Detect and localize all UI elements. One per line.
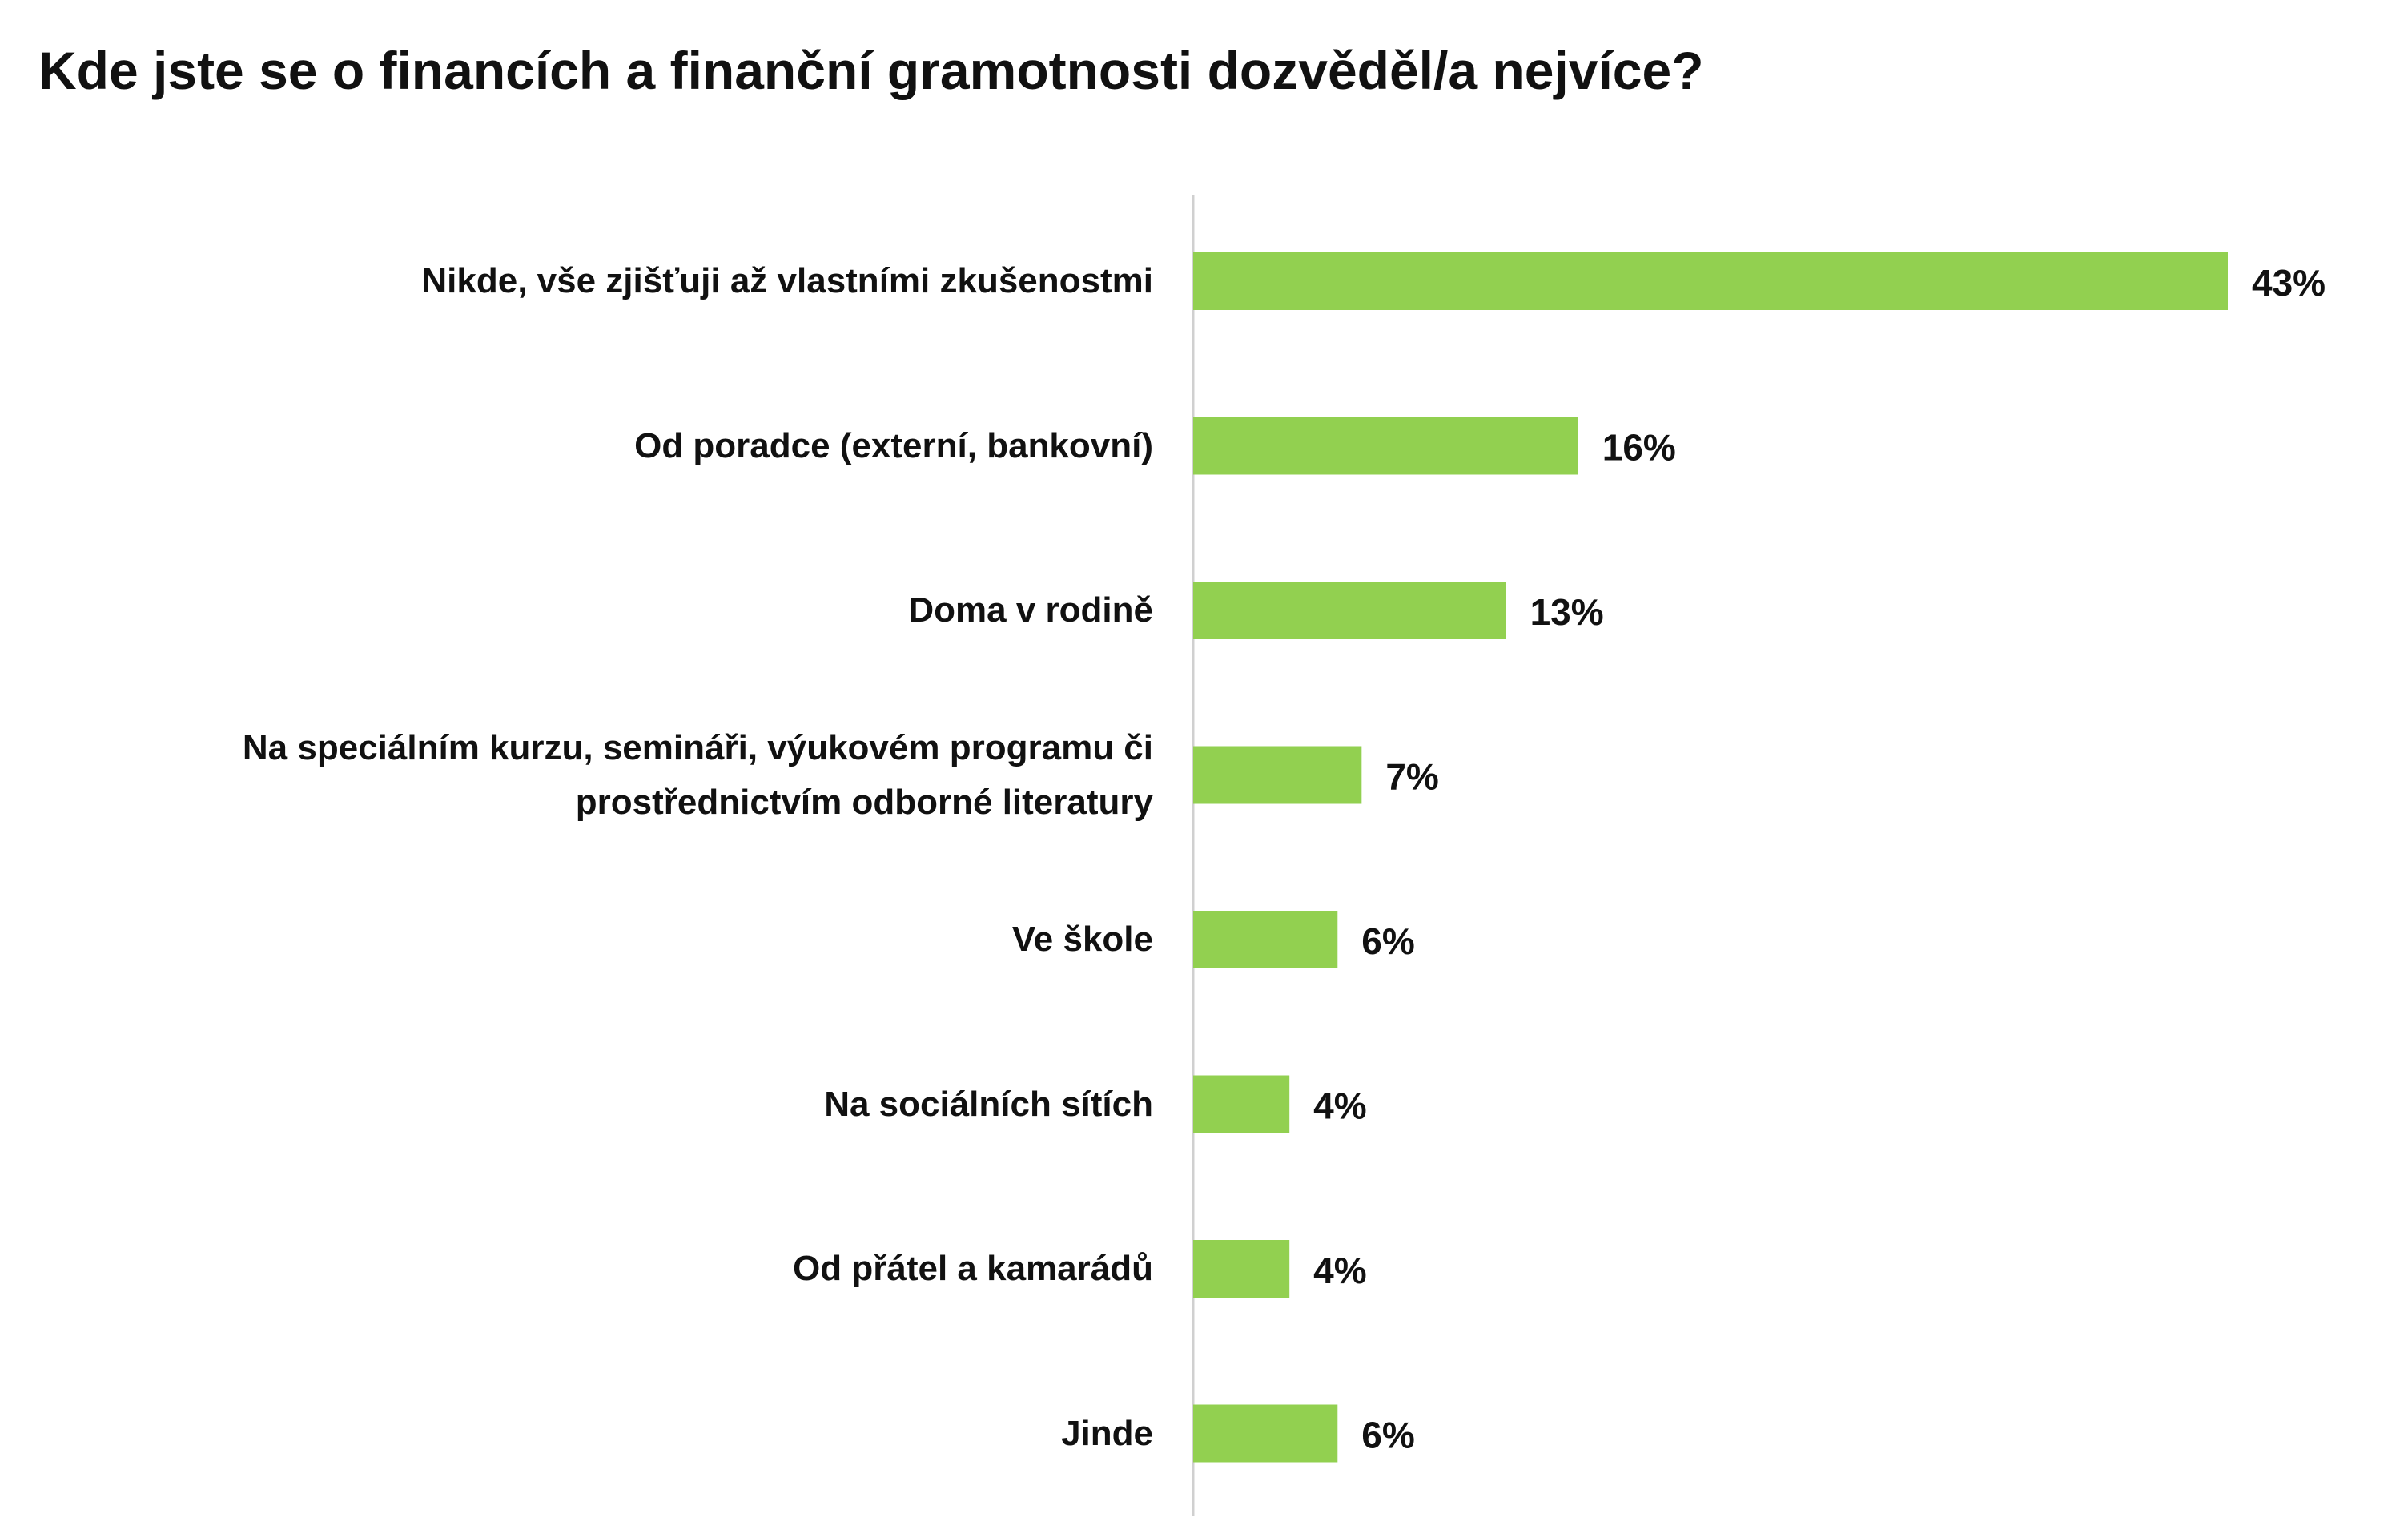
value-label: 4% bbox=[1313, 1085, 1366, 1127]
value-label: 6% bbox=[1361, 920, 1414, 962]
category-label: Na speciálním kurzu, semináři, výukovém … bbox=[242, 727, 1153, 822]
bar bbox=[1193, 252, 2228, 310]
value-label: 16% bbox=[1602, 427, 1676, 469]
bar bbox=[1193, 911, 1338, 968]
bar bbox=[1193, 1240, 1290, 1298]
bar bbox=[1193, 1404, 1338, 1463]
value-label: 6% bbox=[1361, 1415, 1414, 1456]
bar bbox=[1193, 582, 1506, 639]
bar bbox=[1193, 1075, 1290, 1133]
value-label: 7% bbox=[1385, 756, 1438, 798]
category-label: Ve škole bbox=[1011, 920, 1153, 959]
value-label: 43% bbox=[2252, 262, 2326, 304]
category-label: Od poradce (externí, bankovní) bbox=[634, 425, 1153, 465]
chart-title: Kde jste se o financích a finanční gramo… bbox=[38, 41, 1704, 100]
value-label: 4% bbox=[1313, 1250, 1366, 1291]
category-label: Jinde bbox=[1061, 1413, 1153, 1453]
category-label: Doma v rodině bbox=[908, 590, 1153, 630]
category-label: Od přátel a kamarádů bbox=[793, 1249, 1153, 1288]
value-label: 13% bbox=[1530, 591, 1604, 633]
category-label: Nikde, vše zjišťuji až vlastními zkušeno… bbox=[421, 261, 1153, 300]
bar bbox=[1193, 746, 1362, 804]
category-label: Na sociálních sítích bbox=[824, 1084, 1153, 1124]
bar bbox=[1193, 417, 1578, 475]
